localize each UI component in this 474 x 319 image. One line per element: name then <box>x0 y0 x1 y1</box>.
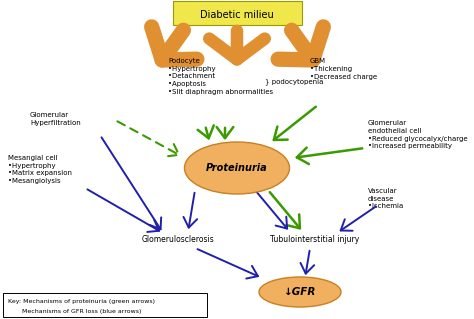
Text: Glomerulosclerosis: Glomerulosclerosis <box>142 235 214 244</box>
FancyBboxPatch shape <box>3 293 207 317</box>
FancyBboxPatch shape <box>173 1 302 25</box>
Text: Podocyte
•Hypertrophy
•Detachment
•Apoptosis
•Slit diaphragm abnormalities: Podocyte •Hypertrophy •Detachment •Apopt… <box>168 58 273 95</box>
Text: GBM
•Thickening
•Decreased charge: GBM •Thickening •Decreased charge <box>310 58 377 79</box>
Ellipse shape <box>184 142 290 194</box>
Text: } podocytopenia: } podocytopenia <box>265 78 323 85</box>
Text: Vascular
disease
•Ischemia: Vascular disease •Ischemia <box>368 188 403 210</box>
Ellipse shape <box>259 277 341 307</box>
Text: Mechanisms of GFR loss (blue arrows): Mechanisms of GFR loss (blue arrows) <box>8 308 141 314</box>
Text: Proteinuria: Proteinuria <box>206 163 268 173</box>
Text: Key: Mechanisms of proteinuria (green arrows): Key: Mechanisms of proteinuria (green ar… <box>8 300 155 305</box>
Text: Tubulointerstitial injury: Tubulointerstitial injury <box>270 235 360 244</box>
Text: Mesangial cell
•Hypertrophy
•Matrix expansion
•Mesangiolysis: Mesangial cell •Hypertrophy •Matrix expa… <box>8 155 72 184</box>
Text: ↓GFR: ↓GFR <box>284 287 316 297</box>
Text: Glomerular
Hyperfiltration: Glomerular Hyperfiltration <box>30 112 81 126</box>
Text: Diabetic milieu: Diabetic milieu <box>200 10 274 20</box>
Text: Glomerular
endothelial cell
•Reduced glycocalyx/charge
•Increased permeability: Glomerular endothelial cell •Reduced gly… <box>368 120 468 149</box>
